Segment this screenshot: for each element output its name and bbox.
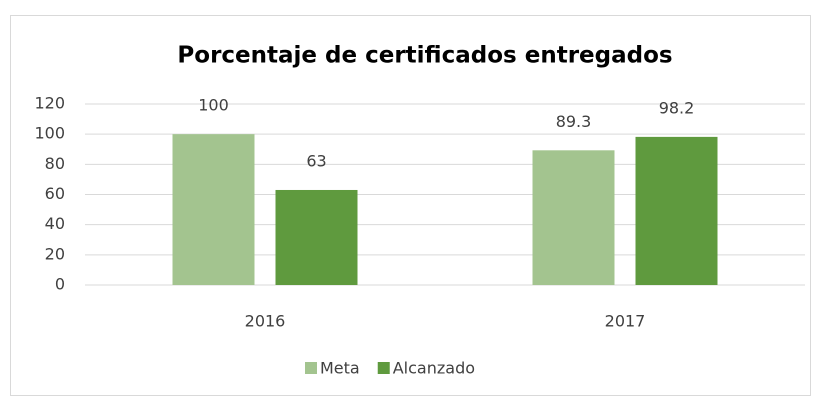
y-tick-label: 40: [45, 214, 65, 233]
x-tick-label: 2016: [245, 312, 286, 331]
bar: [635, 136, 718, 285]
data-label: 100: [198, 96, 229, 115]
y-tick-label: 80: [45, 154, 65, 173]
data-label: 98.2: [659, 98, 695, 117]
chart-title: Porcentaje de certificados entregados: [177, 43, 672, 69]
y-tick-label: 0: [55, 275, 65, 294]
x-tick-label: 2017: [605, 312, 646, 331]
data-label: 89.3: [556, 112, 592, 131]
data-label: 63: [306, 151, 326, 170]
y-tick-label: 120: [34, 94, 65, 113]
y-tick-label: 20: [45, 244, 65, 263]
bar: [532, 150, 615, 285]
y-tick-label: 100: [34, 124, 65, 143]
legend-swatch: [305, 362, 317, 374]
legend-label: Alcanzado: [393, 359, 475, 378]
legend-label: Meta: [320, 359, 360, 378]
bar: [172, 134, 255, 285]
legend-swatch: [377, 362, 390, 374]
y-tick-label: 60: [45, 184, 65, 203]
bar: [275, 189, 358, 285]
